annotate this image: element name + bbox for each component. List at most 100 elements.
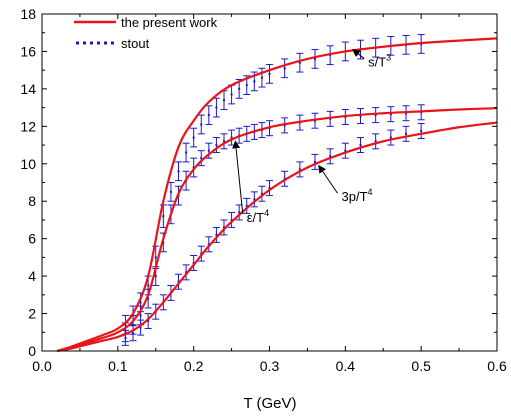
data-point	[132, 332, 134, 335]
legend-label: stout	[121, 36, 150, 51]
x-tick-label: 0.1	[108, 358, 128, 374]
data-point	[154, 256, 157, 259]
data-point	[207, 114, 210, 117]
annotation-label: ε/T4	[247, 208, 269, 225]
legend-item-0: the present work	[74, 15, 218, 30]
data-point	[283, 124, 286, 127]
annotation-arrow	[352, 48, 365, 59]
x-tick-label: 0.5	[411, 358, 431, 374]
data-point	[162, 215, 165, 218]
legend-label: the present work	[121, 15, 218, 30]
data-point	[124, 336, 127, 339]
annotation-superscript: 4	[368, 187, 373, 197]
legend-item-1: stout	[76, 36, 150, 51]
data-point	[169, 190, 172, 193]
data-point	[329, 54, 332, 57]
data-point	[268, 187, 271, 190]
annotation-arrow	[318, 164, 338, 194]
data-point	[147, 320, 150, 323]
legend: the present work stout	[74, 15, 218, 51]
data-point	[329, 117, 332, 120]
annotation-arrow	[232, 140, 244, 214]
data-point	[207, 243, 210, 246]
x-tick-label: 0.4	[336, 358, 356, 374]
annotation-label: s/T3	[368, 52, 391, 69]
legend-swatch-dot	[90, 41, 93, 45]
data-point	[223, 226, 225, 229]
data-point	[154, 275, 157, 278]
axes-layer: 0.0 0.1 0.2 0.3 0.4 0.5 0.6 0 2 4 6 8 10 12 14 16 18	[20, 6, 507, 374]
x-tick-label: 0.3	[260, 358, 280, 374]
data-point	[253, 80, 256, 83]
data-point	[238, 211, 241, 214]
data-point	[177, 170, 180, 173]
data-point	[230, 218, 233, 221]
data-point	[405, 112, 407, 115]
x-tick-label: 0.6	[487, 358, 507, 374]
data-point	[314, 57, 316, 60]
y-tick-label: 2	[28, 306, 36, 322]
data-point	[344, 149, 347, 152]
data-point	[268, 72, 271, 75]
y-tick-label: 8	[28, 193, 36, 209]
data-point	[192, 136, 195, 139]
x-axis-label: T (GeV)	[243, 395, 296, 412]
data-point	[260, 192, 263, 195]
y-tick-label: 14	[20, 81, 36, 97]
model-curve-0	[56, 37, 498, 353]
data-series-5	[121, 123, 425, 346]
legend-swatch-dot	[97, 41, 100, 45]
data-point	[253, 198, 256, 201]
model-curve-1	[56, 107, 498, 353]
data-point	[238, 87, 241, 90]
annotation-base: 3p/T	[342, 189, 368, 204]
annotation-label: 3p/T4	[342, 187, 373, 204]
legend-swatch-dot	[83, 41, 86, 45]
annotation-2: 3p/T4	[318, 164, 373, 204]
series-layer	[56, 34, 498, 353]
data-point	[132, 323, 134, 326]
data-point	[147, 284, 150, 287]
data-point	[200, 157, 203, 160]
data-point	[245, 84, 248, 87]
y-tick-label: 10	[20, 156, 36, 172]
data-point	[177, 280, 180, 283]
data-point	[139, 301, 142, 304]
data-point	[223, 99, 225, 102]
data-point	[359, 115, 362, 118]
data-point	[200, 123, 203, 126]
data-point	[374, 140, 377, 143]
y-tick-label: 0	[28, 343, 36, 359]
legend-swatch-dot	[104, 41, 107, 45]
y-tick-label: 6	[28, 231, 36, 247]
data-point	[298, 61, 301, 64]
data-point	[223, 140, 225, 143]
data-point	[314, 160, 316, 163]
data-point	[207, 149, 210, 152]
data-point	[215, 106, 218, 109]
annotation-base: s/T	[368, 54, 386, 69]
annotation-superscript: 3	[386, 52, 391, 62]
legend-swatch-dot	[111, 41, 114, 45]
data-point	[215, 144, 218, 147]
annotation-superscript: 4	[264, 208, 269, 218]
annotation-0: s/T3	[352, 48, 391, 69]
data-point	[298, 168, 301, 171]
y-tick-label: 18	[20, 6, 36, 22]
x-tick-label: 0.2	[184, 358, 204, 374]
data-point	[359, 144, 362, 147]
annotation-1: ε/T4	[232, 140, 269, 225]
data-point	[185, 271, 188, 274]
data-point	[260, 76, 263, 79]
data-point	[230, 136, 233, 139]
data-point	[389, 136, 392, 139]
data-point	[374, 114, 377, 117]
data-point	[420, 130, 423, 133]
data-point	[329, 155, 332, 158]
y-tick-label: 12	[20, 118, 36, 134]
legend-swatch-dot	[76, 41, 79, 45]
data-point	[283, 67, 286, 70]
data-point	[185, 151, 188, 154]
